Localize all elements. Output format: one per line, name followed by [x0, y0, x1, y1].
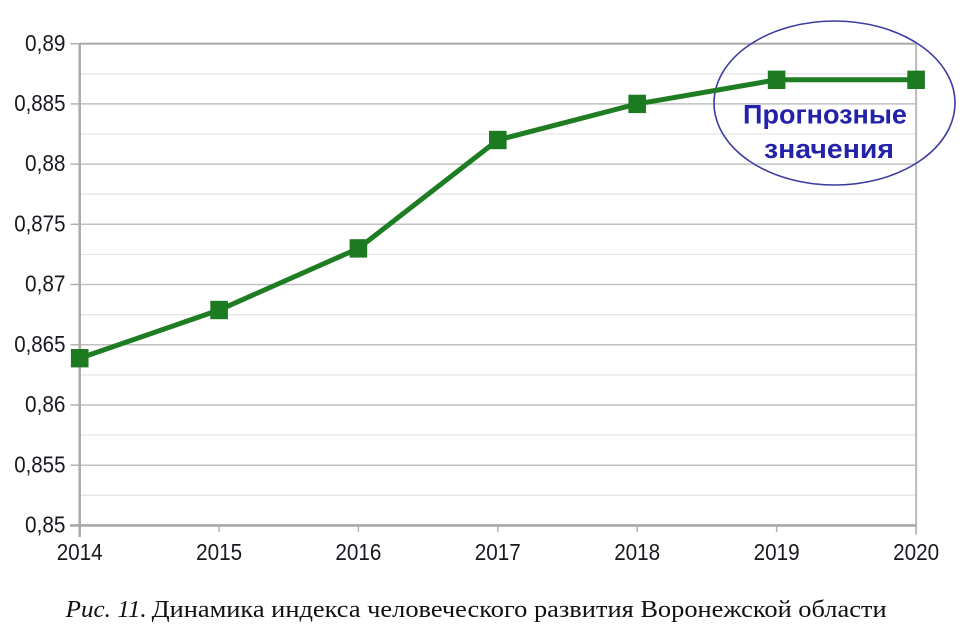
svg-text:0,89: 0,89 [25, 30, 66, 56]
svg-text:0,855: 0,855 [14, 451, 65, 477]
svg-text:2019: 2019 [754, 539, 800, 565]
svg-text:значения: значения [764, 134, 894, 164]
svg-text:Динамика индекса человеческого: Динамика индекса человеческого развития … [152, 597, 887, 623]
svg-text:0,85: 0,85 [25, 512, 66, 538]
svg-text:0,865: 0,865 [14, 331, 65, 357]
svg-text:2014: 2014 [57, 539, 103, 565]
svg-text:2017: 2017 [475, 539, 521, 565]
svg-text:Прогнозные: Прогнозные [743, 100, 907, 130]
svg-text:2016: 2016 [335, 539, 381, 565]
svg-text:0,86: 0,86 [25, 391, 66, 417]
svg-text:Рис. 11.: Рис. 11. [65, 597, 147, 623]
svg-text:2015: 2015 [196, 539, 242, 565]
svg-text:0,87: 0,87 [25, 271, 66, 297]
svg-text:0,875: 0,875 [14, 210, 65, 236]
svg-text:2018: 2018 [614, 539, 660, 565]
svg-text:0,88: 0,88 [25, 150, 66, 176]
svg-text:2020: 2020 [893, 539, 939, 565]
svg-text:0,885: 0,885 [14, 90, 65, 116]
